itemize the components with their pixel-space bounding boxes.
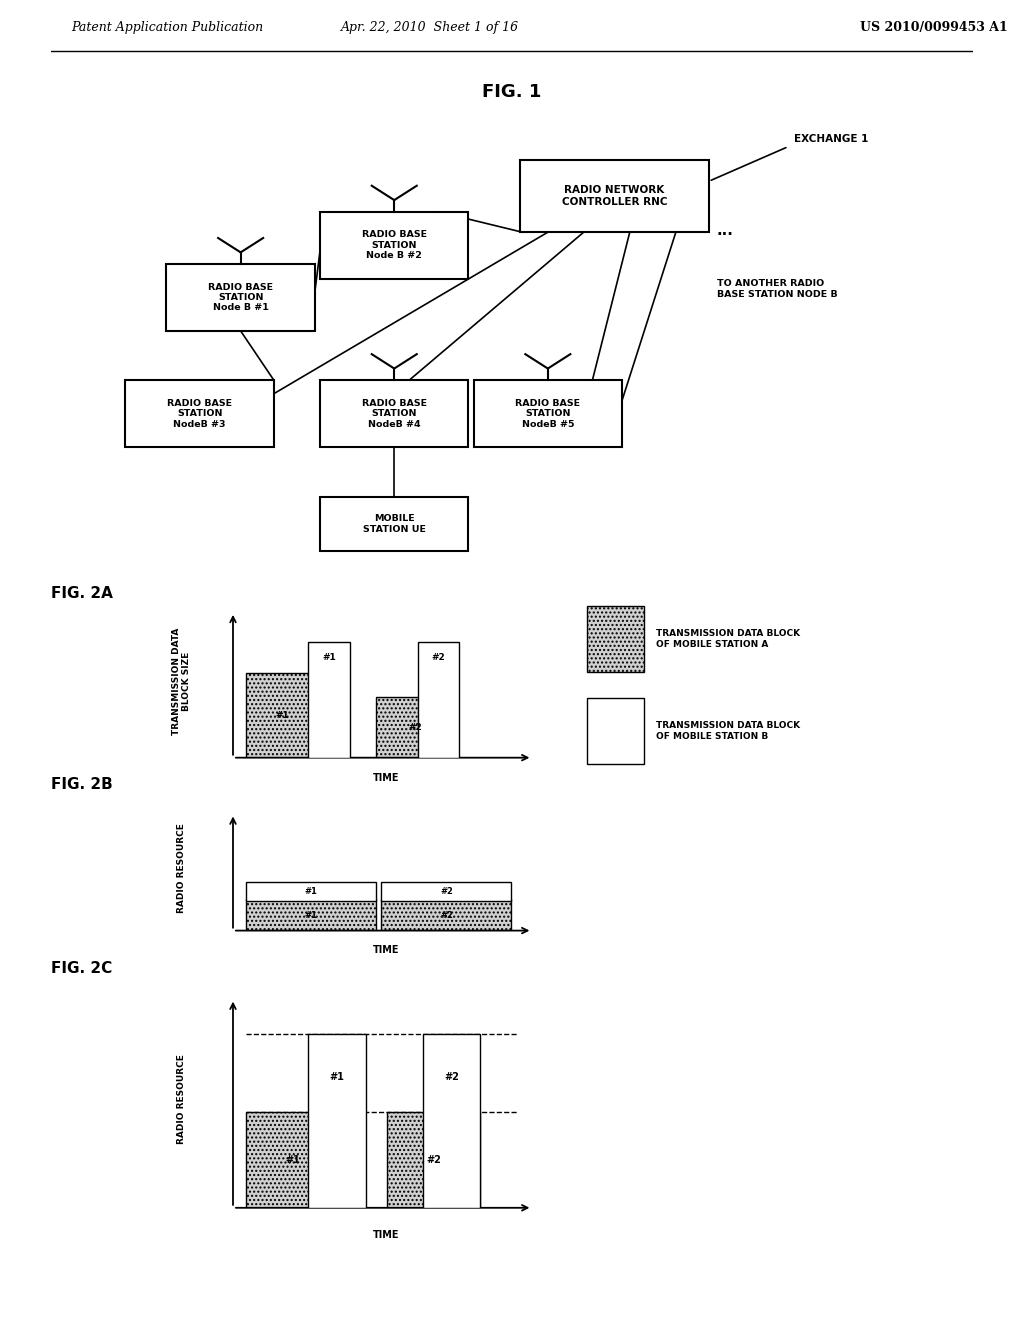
- Text: #1: #1: [330, 1072, 344, 1082]
- Text: FIG. 2A: FIG. 2A: [51, 586, 113, 602]
- Bar: [418, 643, 460, 758]
- Bar: [308, 643, 350, 758]
- Text: #1: #1: [305, 887, 317, 896]
- Bar: [126, 380, 274, 447]
- Bar: [319, 211, 469, 279]
- Bar: [319, 380, 469, 447]
- Bar: [587, 698, 644, 763]
- Text: TRANSMISSION DATA
BLOCK SIZE: TRANSMISSION DATA BLOCK SIZE: [172, 628, 191, 735]
- Text: TIME: TIME: [374, 774, 399, 783]
- Text: TO ANOTHER RADIO
BASE STATION NODE B: TO ANOTHER RADIO BASE STATION NODE B: [717, 279, 838, 298]
- Text: #2: #2: [426, 1155, 441, 1164]
- Bar: [246, 882, 376, 900]
- Text: FIG. 2B: FIG. 2B: [51, 776, 113, 792]
- Text: MOBILE
STATION UE: MOBILE STATION UE: [362, 515, 426, 533]
- Bar: [381, 882, 512, 900]
- Text: ...: ...: [717, 223, 733, 238]
- Text: RADIO BASE
STATION
NodeB #5: RADIO BASE STATION NodeB #5: [515, 399, 581, 429]
- Bar: [166, 264, 315, 331]
- Text: RADIO RESOURCE: RADIO RESOURCE: [177, 1053, 186, 1144]
- Bar: [423, 1034, 480, 1208]
- Bar: [587, 606, 644, 672]
- Text: RADIO NETWORK
CONTROLLER RNC: RADIO NETWORK CONTROLLER RNC: [561, 185, 668, 207]
- Text: #1: #1: [305, 911, 317, 920]
- Bar: [376, 697, 455, 758]
- Text: #2: #2: [432, 653, 445, 663]
- Text: TIME: TIME: [374, 1230, 399, 1239]
- Text: EXCHANGE 1: EXCHANGE 1: [794, 133, 868, 144]
- Bar: [308, 1034, 366, 1208]
- Text: Patent Application Publication: Patent Application Publication: [72, 21, 264, 34]
- Text: #2: #2: [440, 887, 453, 896]
- Text: #1: #1: [323, 653, 336, 663]
- Text: US 2010/0099453 A1: US 2010/0099453 A1: [860, 21, 1008, 34]
- Bar: [387, 1111, 480, 1208]
- Text: FIG. 1: FIG. 1: [482, 83, 542, 100]
- Text: TRANSMISSION DATA BLOCK
OF MOBILE STATION A: TRANSMISSION DATA BLOCK OF MOBILE STATIO…: [656, 630, 801, 648]
- Text: TIME: TIME: [374, 945, 399, 956]
- Text: RADIO RESOURCE: RADIO RESOURCE: [177, 822, 186, 913]
- Text: TRANSMISSION DATA BLOCK
OF MOBILE STATION B: TRANSMISSION DATA BLOCK OF MOBILE STATIO…: [656, 721, 801, 741]
- Text: #2: #2: [409, 723, 422, 731]
- Text: #2: #2: [440, 911, 453, 920]
- Text: RADIO BASE
STATION
Node B #2: RADIO BASE STATION Node B #2: [361, 231, 427, 260]
- Bar: [319, 498, 469, 550]
- Text: Apr. 22, 2010  Sheet 1 of 16: Apr. 22, 2010 Sheet 1 of 16: [341, 21, 519, 34]
- Text: RADIO BASE
STATION
Node B #1: RADIO BASE STATION Node B #1: [208, 282, 273, 313]
- Text: #1: #1: [286, 1155, 300, 1164]
- Bar: [246, 1111, 340, 1208]
- Text: #1: #1: [275, 710, 290, 719]
- Bar: [473, 380, 623, 447]
- Bar: [246, 673, 335, 758]
- Bar: [246, 899, 376, 931]
- Text: RADIO BASE
STATION
NodeB #3: RADIO BASE STATION NodeB #3: [167, 399, 232, 429]
- Bar: [381, 899, 512, 931]
- Text: RADIO BASE
STATION
NodeB #4: RADIO BASE STATION NodeB #4: [361, 399, 427, 429]
- Bar: [519, 160, 709, 232]
- Text: FIG. 2C: FIG. 2C: [51, 961, 113, 977]
- Text: #2: #2: [444, 1072, 459, 1082]
